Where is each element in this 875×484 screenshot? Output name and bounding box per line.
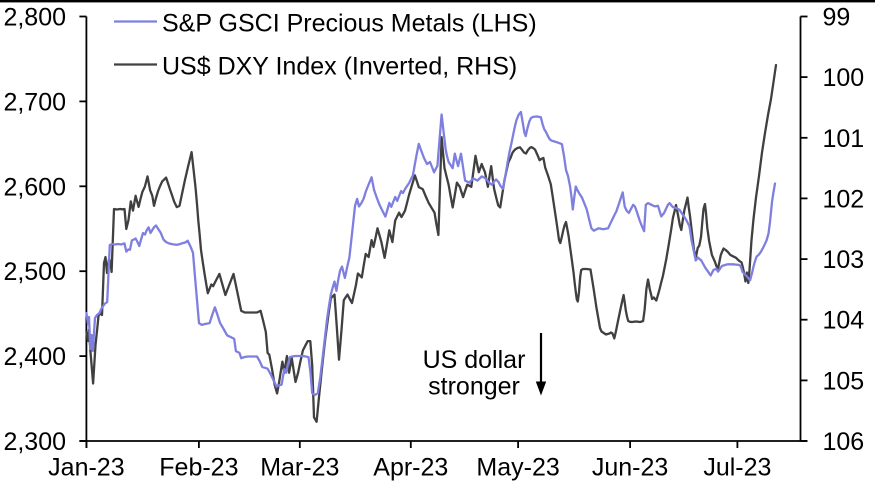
svg-text:103: 103 (823, 246, 865, 274)
svg-text:May-23: May-23 (476, 454, 559, 482)
svg-text:2,700: 2,700 (3, 88, 66, 116)
svg-text:US$ DXY Index (Inverted, RHS): US$ DXY Index (Inverted, RHS) (162, 53, 517, 81)
svg-text:Feb-23: Feb-23 (159, 454, 238, 482)
svg-text:2,300: 2,300 (3, 428, 66, 456)
svg-text:2,500: 2,500 (3, 258, 66, 286)
svg-text:104: 104 (823, 307, 865, 335)
svg-text:Jun-23: Jun-23 (592, 454, 668, 482)
svg-text:106: 106 (823, 428, 865, 456)
svg-text:stronger: stronger (428, 373, 520, 401)
svg-text:Jul-23: Jul-23 (703, 454, 771, 482)
svg-text:2,400: 2,400 (3, 343, 66, 371)
svg-text:2,800: 2,800 (3, 4, 66, 32)
svg-text:102: 102 (823, 185, 865, 213)
svg-text:2,600: 2,600 (3, 173, 66, 201)
svg-text:100: 100 (823, 64, 865, 92)
svg-text:US dollar: US dollar (423, 346, 526, 374)
svg-text:105: 105 (823, 367, 865, 395)
svg-text:99: 99 (823, 4, 851, 32)
svg-text:Mar-23: Mar-23 (260, 454, 339, 482)
svg-text:Apr-23: Apr-23 (373, 454, 448, 482)
svg-text:Jan-23: Jan-23 (48, 454, 124, 482)
svg-text:S&P GSCI Precious Metals (LHS): S&P GSCI Precious Metals (LHS) (162, 10, 537, 38)
svg-text:101: 101 (823, 125, 865, 153)
